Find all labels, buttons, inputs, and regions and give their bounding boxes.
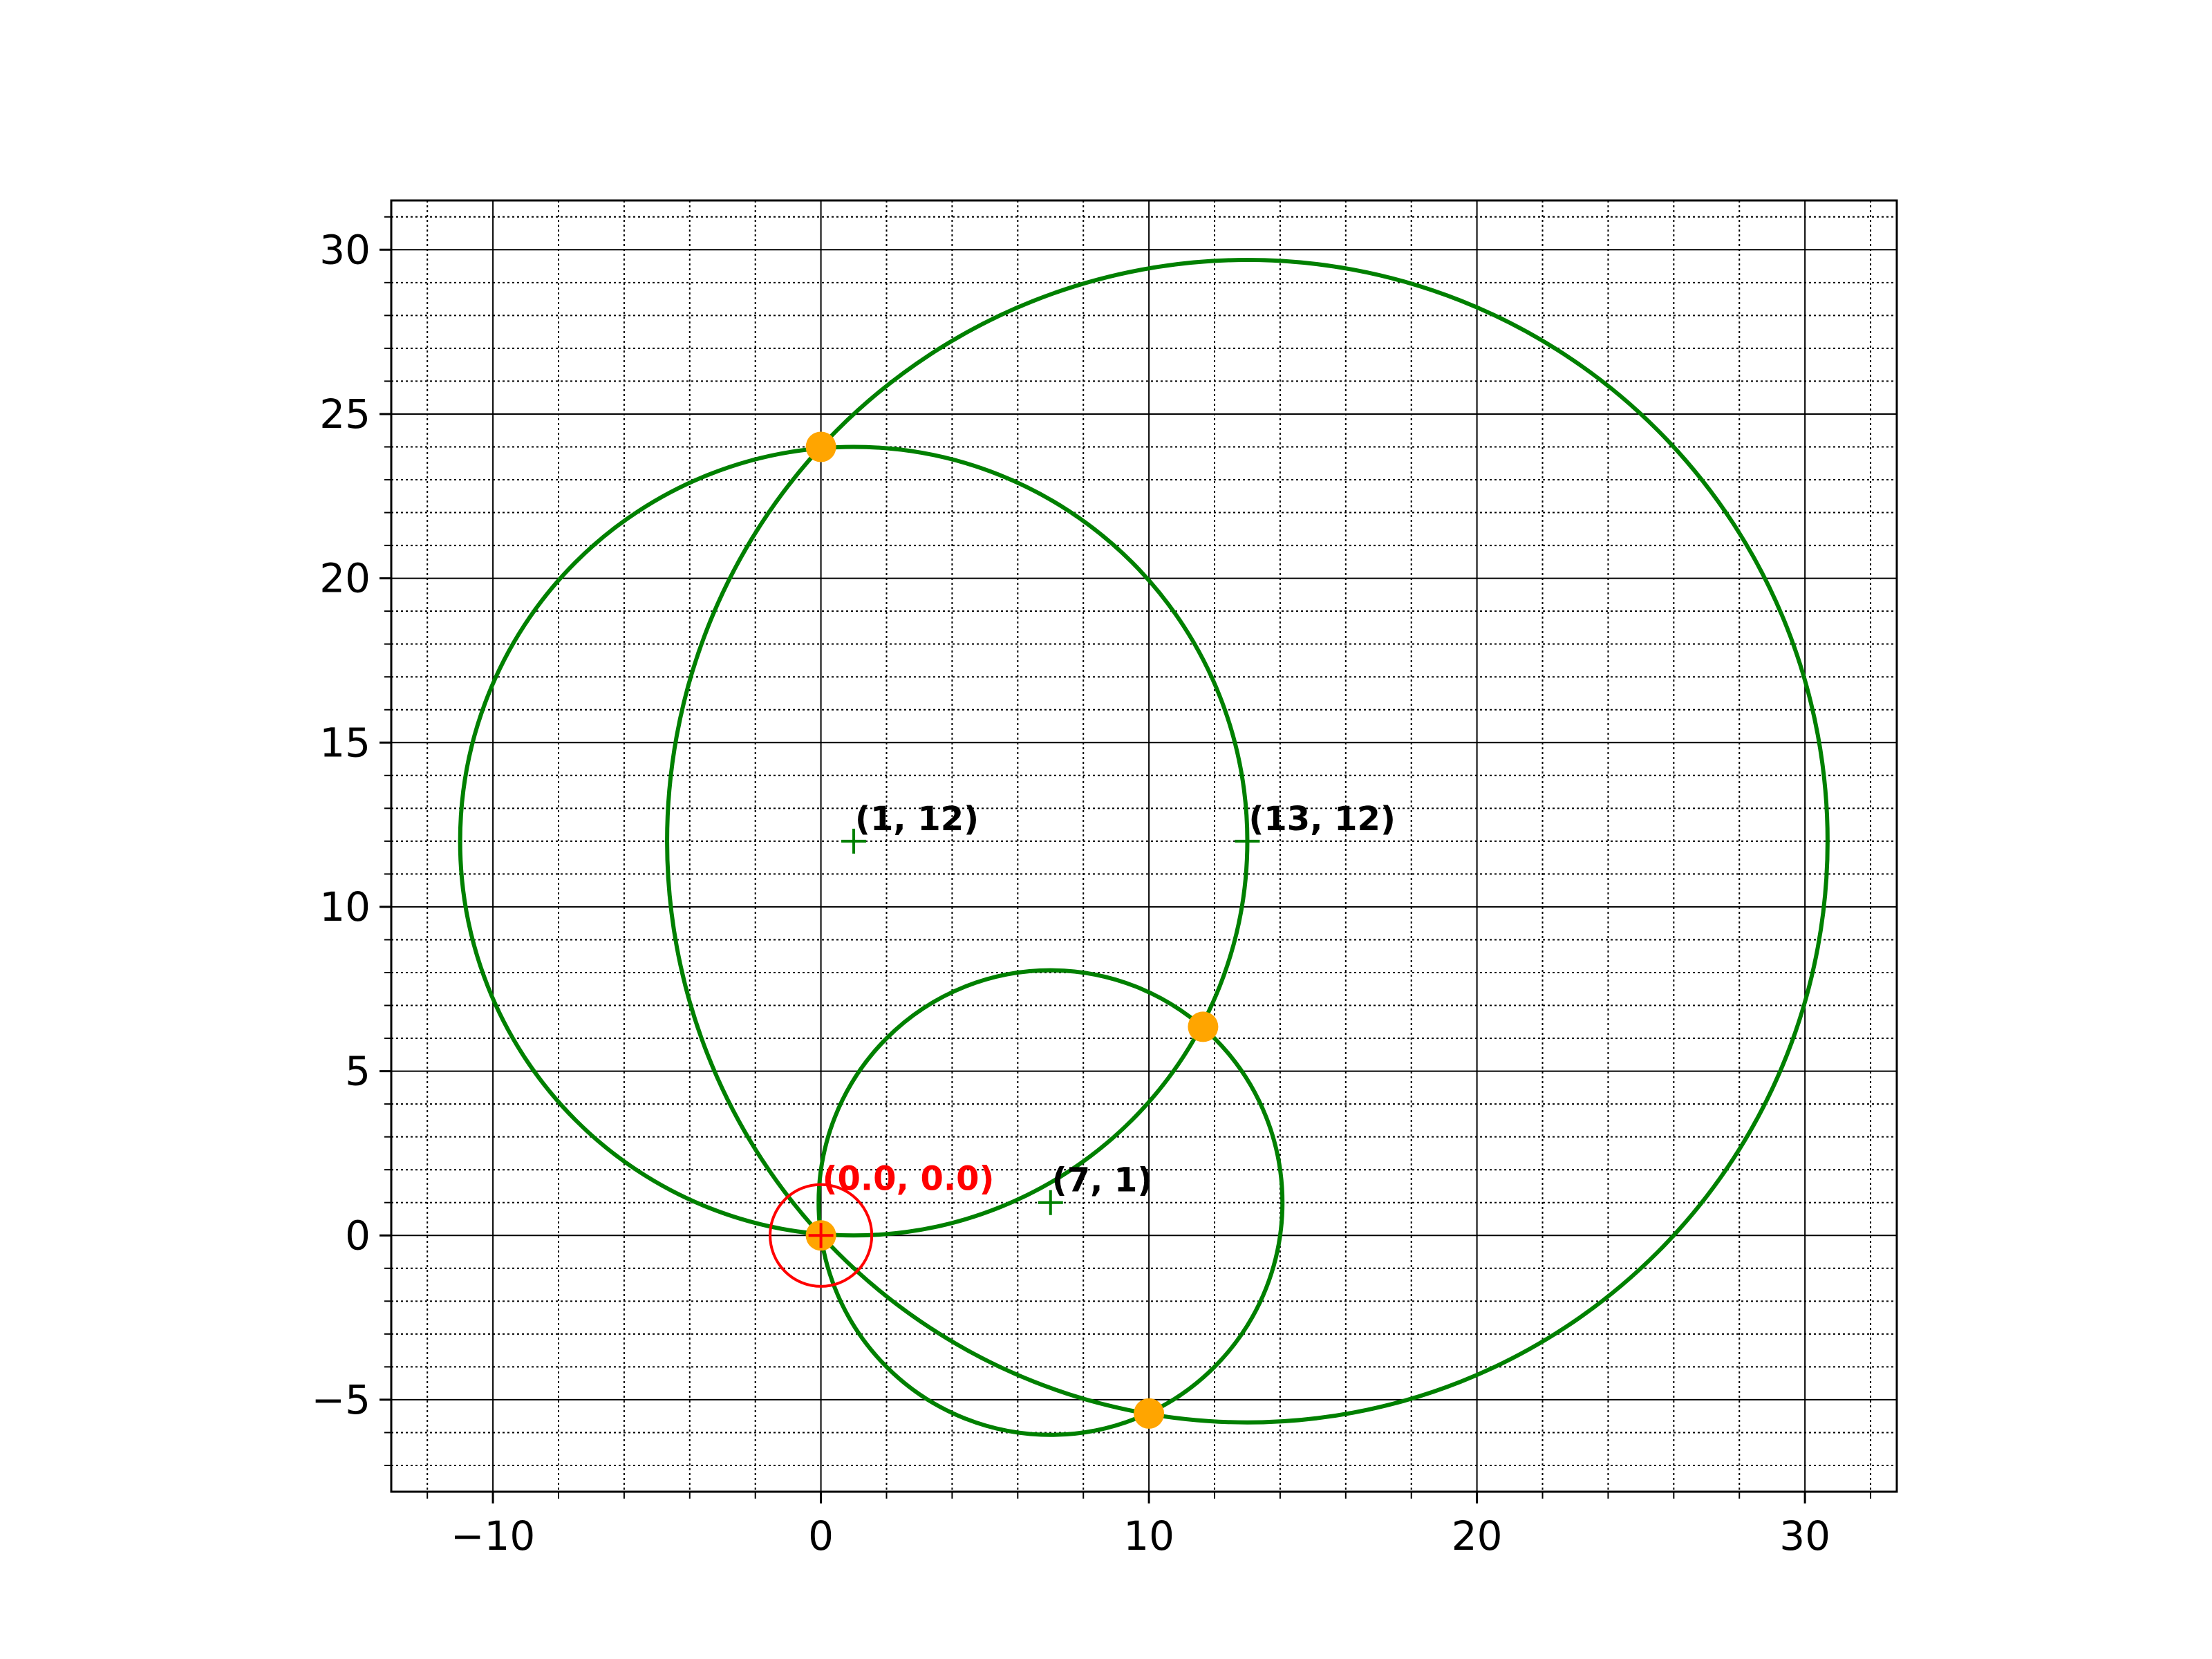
y-tick-label: 15	[319, 719, 371, 766]
origin-ring	[769, 1183, 874, 1288]
plot-frame	[390, 199, 1898, 1493]
circle-curve	[816, 968, 1285, 1437]
y-tick-label: 0	[345, 1212, 371, 1259]
y-tick-label: 25	[319, 391, 371, 438]
y-tick-label: 5	[345, 1048, 371, 1095]
intersection-point	[1134, 1398, 1165, 1429]
center-label: (7, 1)	[1052, 1161, 1153, 1200]
x-tick-label: 10	[1123, 1512, 1174, 1559]
x-tick-label: 20	[1452, 1512, 1503, 1559]
intersection-point	[805, 431, 836, 462]
x-tick-label: 30	[1779, 1512, 1830, 1559]
center-label: (1, 12)	[855, 800, 979, 838]
point-labels-layer: (1, 12) (13, 12) (7, 1) (0.0, 0.0)	[823, 800, 1396, 1200]
markers-layer	[769, 431, 1260, 1429]
x-tick-label: −10	[451, 1512, 535, 1559]
origin-cross	[808, 1223, 834, 1248]
center-marker	[1235, 828, 1260, 854]
center-marker	[1038, 1190, 1063, 1215]
major-grid	[391, 200, 1897, 1492]
x-tick-label: 0	[808, 1512, 834, 1559]
y-tick-label: 20	[319, 555, 371, 602]
origin-label: (0.0, 0.0)	[823, 1159, 995, 1198]
center-label: (13, 12)	[1248, 800, 1395, 838]
y-tick-label: 30	[319, 226, 371, 273]
circle-curve	[665, 258, 1830, 1425]
axis-tick-labels: −10 0 10 20 30 −5 0 5 10 15 20 25 30	[312, 226, 1831, 1559]
intersection-point	[1188, 1011, 1219, 1042]
y-tick-label: −5	[312, 1376, 371, 1423]
y-tick-label: 10	[319, 883, 371, 930]
minor-grid	[391, 200, 1897, 1492]
center-marker	[841, 828, 867, 854]
axis-ticks	[379, 216, 1872, 1503]
